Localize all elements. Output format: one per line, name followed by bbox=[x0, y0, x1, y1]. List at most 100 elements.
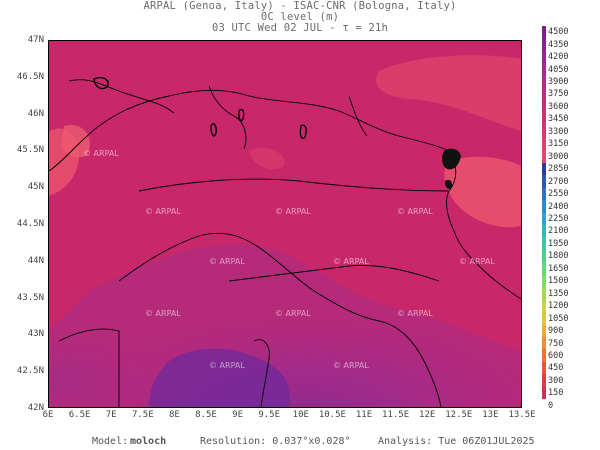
header-field-label: 0C level (m) bbox=[260, 11, 340, 23]
colorbar-swatch bbox=[542, 399, 546, 412]
colorbar-level-label: 900 bbox=[548, 326, 564, 337]
colorbar-swatch bbox=[542, 88, 546, 101]
colorbar-level-label: 2400 bbox=[548, 201, 569, 212]
colorbar-level-label: 4350 bbox=[548, 39, 569, 50]
watermark: © ARPAL bbox=[83, 149, 119, 158]
model-value: moloch bbox=[130, 436, 167, 447]
longitude-label: 11E bbox=[355, 410, 373, 420]
colorbar-swatch bbox=[542, 237, 546, 250]
colorbar-swatch bbox=[542, 187, 546, 201]
latitude-label: 47N bbox=[27, 35, 44, 45]
colorbar-swatch bbox=[542, 225, 546, 238]
colorbar-level-label: 3150 bbox=[548, 139, 569, 150]
colorbar-level-label: 3450 bbox=[548, 114, 569, 125]
watermark: © ARPAL bbox=[209, 361, 245, 370]
longitude-label: 6.5E bbox=[68, 410, 91, 420]
colorbar-level-label: 3900 bbox=[548, 77, 569, 88]
longitude-label: 6E bbox=[42, 410, 54, 420]
colorbar-level-label: 1200 bbox=[548, 301, 569, 312]
colorbar-level-label: 750 bbox=[548, 338, 564, 349]
colorbar-level-label: 2100 bbox=[548, 226, 569, 237]
latitude-label: 42N bbox=[27, 403, 44, 413]
colorbar-level-label: 1650 bbox=[548, 263, 569, 274]
colorbar-swatch bbox=[542, 137, 546, 151]
colorbar-swatch bbox=[542, 63, 546, 76]
latitude-label: 44.5N bbox=[16, 219, 44, 229]
colorbar-swatch bbox=[542, 212, 546, 225]
watermark: © ARPAL bbox=[397, 207, 433, 216]
watermark: © ARPAL bbox=[275, 207, 311, 216]
colorbar-swatch bbox=[542, 361, 546, 375]
colorbar-swatch bbox=[542, 162, 546, 176]
latitude-label: 43.5N bbox=[16, 292, 44, 303]
lagoon-shapes bbox=[442, 148, 461, 189]
colorbar-swatch bbox=[542, 324, 546, 337]
resolution-text: Resolution: 0.037°x0.028° bbox=[200, 436, 351, 447]
colorbar-swatch bbox=[542, 200, 546, 213]
colorbar-level-label: 3000 bbox=[548, 151, 569, 162]
colorbar-level-label: 4200 bbox=[548, 52, 569, 63]
corsica-outline bbox=[253, 339, 270, 407]
colorbar-level-label: 4500 bbox=[548, 27, 569, 38]
longitude-label: 11.5E bbox=[382, 410, 410, 420]
colorbar bbox=[542, 26, 546, 412]
watermark: © ARPAL bbox=[333, 257, 369, 266]
header-forecast-time: 03 UTC Wed 02 JUL - τ = 21h bbox=[211, 22, 389, 34]
field-high-adriatic bbox=[444, 156, 521, 228]
colorbar-swatch bbox=[542, 336, 546, 350]
colorbar-swatch bbox=[542, 386, 546, 400]
colorbar-swatch bbox=[542, 100, 546, 114]
field-high-northeast bbox=[375, 55, 521, 131]
colorbar-level-label: 1950 bbox=[548, 238, 569, 249]
river-line bbox=[348, 95, 368, 137]
watermark: © ARPAL bbox=[145, 207, 181, 216]
freezing-level-map: © ARPAL © ARPAL © ARPAL © ARPAL © ARPAL … bbox=[48, 40, 522, 408]
longitude-label: 10.5E bbox=[318, 410, 346, 420]
colorbar-level-label: 1350 bbox=[548, 288, 569, 299]
colorbar-level-label: 3300 bbox=[548, 126, 569, 137]
colorbar-level-label: 2550 bbox=[548, 189, 569, 200]
colorbar-level-label: 450 bbox=[548, 363, 564, 374]
colorbar-swatch bbox=[542, 50, 546, 64]
watermark: © ARPAL bbox=[397, 309, 433, 318]
longitude-label: 8E bbox=[168, 410, 180, 420]
alpine-border bbox=[49, 89, 450, 172]
france-coast bbox=[58, 328, 120, 407]
lake-como bbox=[238, 108, 245, 122]
field-high-patch bbox=[249, 147, 285, 170]
model-label: Model: bbox=[92, 436, 129, 447]
colorbar-swatch bbox=[542, 299, 546, 313]
watermark: © ARPAL bbox=[459, 257, 495, 266]
latitude-label: 43N bbox=[27, 329, 44, 340]
watermark: © ARPAL bbox=[333, 361, 369, 370]
po-delta bbox=[445, 179, 453, 189]
watermark: © ARPAL bbox=[275, 309, 311, 318]
colorbar-swatch bbox=[542, 150, 546, 163]
lake-geneva bbox=[93, 77, 109, 90]
map-field-svg bbox=[49, 41, 521, 407]
field-high-west2 bbox=[61, 124, 90, 158]
colorbar-swatch bbox=[542, 374, 546, 387]
header-title-line1: ARPAL (Genoa, Italy) - ISAC-CNR (Bologna… bbox=[143, 0, 457, 12]
po-valley-line bbox=[138, 178, 450, 192]
longitude-label: 7.5E bbox=[131, 410, 154, 420]
colorbar-swatch bbox=[542, 26, 546, 39]
watermark: © ARPAL bbox=[209, 257, 245, 266]
lakes bbox=[93, 77, 307, 140]
coastlines bbox=[49, 79, 521, 407]
watermark: © ARPAL bbox=[145, 309, 181, 318]
colorbar-swatch bbox=[542, 349, 546, 362]
colorbar-level-label: 2700 bbox=[548, 176, 569, 187]
analysis-text: Analysis: Tue 06Z01JUL2025 bbox=[378, 436, 535, 447]
longitude-label: 13E bbox=[482, 410, 499, 420]
colorbar-swatch bbox=[542, 38, 546, 51]
field-low-corsica bbox=[149, 348, 290, 407]
venice-lagoon bbox=[442, 148, 461, 170]
colorbar-level-label: 2250 bbox=[548, 214, 569, 224]
latitude-label: 46N bbox=[27, 108, 44, 119]
longitude-label: 12E bbox=[419, 410, 436, 420]
colorbar-swatch bbox=[542, 175, 546, 188]
colorbar-swatch bbox=[542, 125, 546, 138]
colorbar-swatch bbox=[542, 287, 546, 300]
longitude-label: 12.5E bbox=[445, 410, 473, 420]
